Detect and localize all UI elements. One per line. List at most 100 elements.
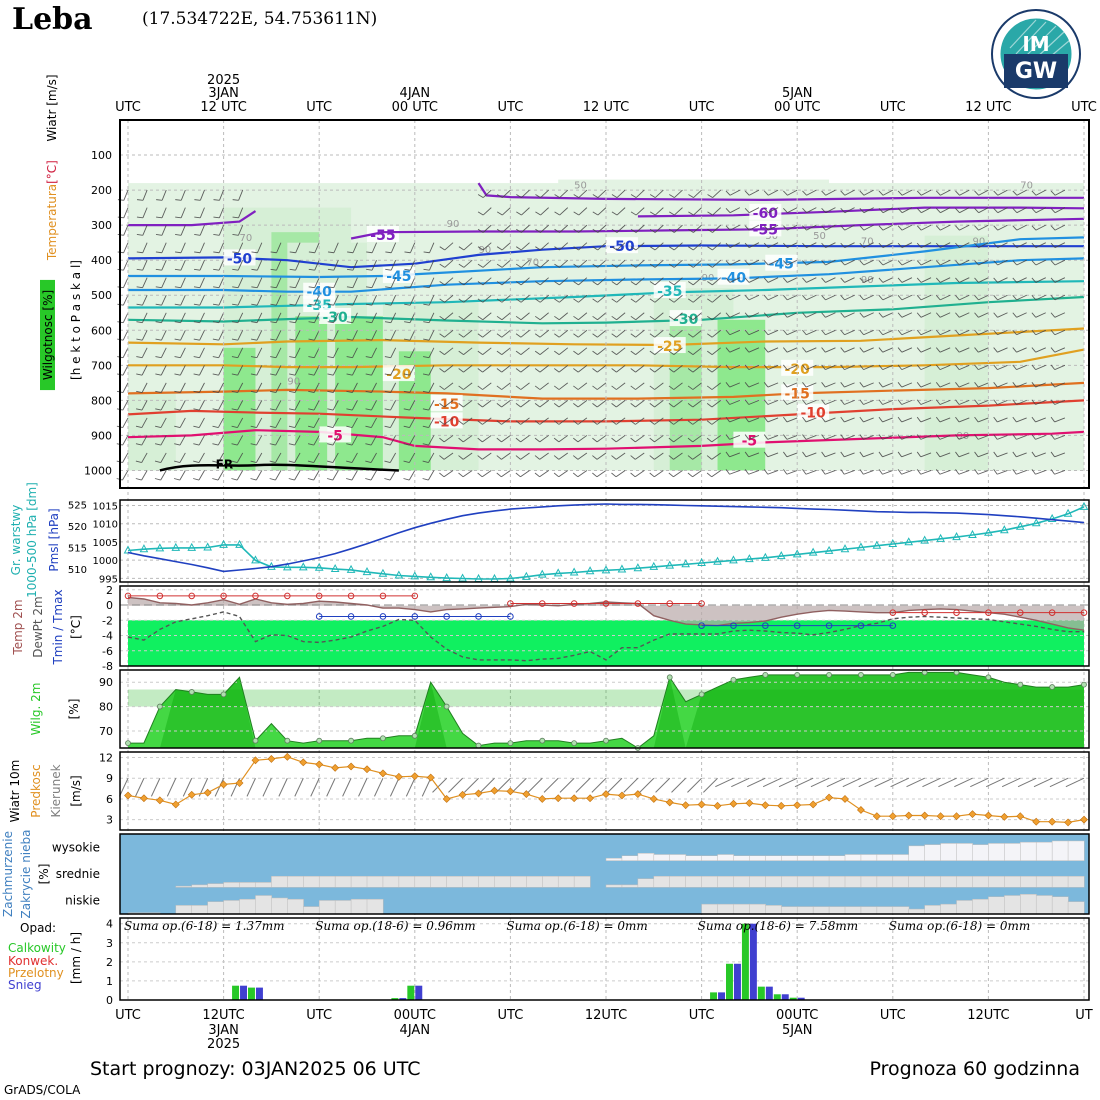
wind-barb-staff — [559, 224, 569, 233]
wind-barb-flag — [782, 295, 788, 301]
wind-barb-staff — [786, 399, 798, 405]
humidity-contour-label: 70 — [1020, 180, 1033, 191]
cloud-bar — [446, 875, 464, 888]
wind-barb-flag — [878, 190, 884, 196]
wind-barb-flag — [136, 356, 143, 359]
wind-barb-staff — [390, 242, 397, 253]
wind-barb-staff — [371, 277, 377, 288]
wind-barb-staff — [462, 470, 473, 478]
wind-barb-staff — [748, 382, 760, 388]
wind-barb-staff — [122, 435, 129, 446]
wind-barbs — [116, 189, 1066, 481]
wind-barb-flag — [974, 329, 979, 336]
panel-frame — [119, 833, 1090, 915]
wind-barb-staff — [901, 294, 913, 301]
wind-barb-staff — [616, 259, 626, 268]
wind-barb-flag — [346, 425, 353, 429]
wind-barb-staff — [692, 329, 702, 338]
wind-barb-flag — [916, 208, 922, 214]
wind-barb-staff — [160, 347, 167, 358]
wind-barb-flag — [859, 347, 864, 353]
wind-barb-staff — [940, 294, 951, 301]
wind-barb-staff — [295, 277, 301, 288]
wind-barb-staff — [141, 312, 148, 323]
wind-barb-staff — [844, 259, 855, 266]
wind-barb-flag — [327, 443, 334, 446]
cloud-bar — [526, 875, 543, 888]
wind-barb-flag — [802, 260, 807, 266]
wind-barb-flag — [1050, 469, 1055, 475]
wind-barb-flag — [706, 472, 712, 478]
cloud-bar — [765, 905, 782, 915]
wind-barb-staff — [673, 329, 683, 338]
wind-barb-flag — [744, 347, 750, 353]
wind-barb-flag — [534, 437, 541, 443]
wind-barb-flag — [346, 356, 353, 359]
wind-barb-flag — [783, 190, 788, 196]
precip-snow-bar — [797, 997, 805, 1000]
wind-barb-flag — [422, 443, 429, 446]
tminmax-point — [379, 592, 387, 600]
wind-barb-staff — [237, 330, 244, 341]
wind-barb-flag — [155, 286, 162, 289]
wind-barb-flag — [955, 208, 960, 214]
wind-barb-staff — [141, 400, 148, 411]
wind-barb-flag — [821, 277, 826, 283]
wind-barb-staff — [844, 364, 855, 371]
wind-barb-flag — [365, 478, 372, 481]
cloud-bar — [271, 897, 288, 915]
wind-barb-staff — [616, 294, 626, 303]
wind-speed-point — [618, 791, 626, 800]
wind-barb-staff — [920, 364, 932, 371]
wind-barb-flag — [840, 399, 845, 405]
isotherm-line — [127, 295, 1085, 325]
wind-barb-flag — [308, 251, 315, 254]
wind-barb-staff — [616, 400, 626, 408]
wind-barb-flag — [974, 295, 979, 301]
wind-barb-staff — [978, 329, 989, 336]
wind-barb-staff — [352, 242, 358, 253]
wind-barb-staff — [198, 435, 205, 446]
wind-barb-flag — [346, 478, 353, 481]
cloud-bar — [271, 875, 288, 888]
wind-barb-flag — [935, 329, 941, 336]
wind-barb-flag — [366, 286, 373, 289]
wind-barb-staff — [463, 417, 473, 425]
wind-barb-flag — [289, 338, 296, 341]
wind-barb-staff — [520, 417, 530, 425]
wind-barb-flag — [496, 402, 502, 408]
cloud-bar — [844, 854, 862, 861]
wind-barb-flag — [534, 368, 541, 373]
wind-barb-flag — [725, 190, 731, 196]
wind10-barb — [591, 777, 607, 793]
wind-barb-flag — [308, 338, 315, 341]
wind-barb-staff — [161, 277, 167, 288]
wind-barb-flag — [1031, 364, 1036, 370]
wind-barb-staff — [428, 400, 435, 411]
wind-barb-flag — [611, 368, 617, 373]
wind-barb-staff — [844, 207, 855, 214]
cloud-bar — [717, 875, 735, 888]
precip-total-label: Suma op.(6-18) = 0mm — [889, 919, 1030, 933]
wind-barb-flag — [782, 416, 788, 423]
wind-barb-staff — [978, 224, 989, 231]
wind-barb-staff — [844, 329, 855, 336]
wind-barb-flag — [802, 277, 807, 283]
wind-barb-flag — [384, 460, 391, 463]
wind-barb-flag — [935, 277, 941, 283]
wind-barb-staff — [540, 224, 549, 233]
cloud-bar — [287, 875, 304, 888]
wind10-barb — [405, 778, 416, 797]
wind-barb-flag — [592, 437, 598, 443]
wind-barb-staff — [786, 364, 798, 371]
wind-barb-staff — [217, 417, 224, 428]
wind-barb-flag — [365, 303, 372, 306]
wind10-barb — [278, 778, 288, 797]
wind-barb-flag — [174, 321, 181, 324]
wind-barb-flag — [385, 303, 392, 306]
wind-barb-staff — [409, 382, 416, 393]
wind-barb-flag — [232, 268, 239, 271]
thickness-point — [713, 556, 722, 565]
wind-barb-flag — [439, 315, 445, 321]
wind-barb-flag — [423, 338, 430, 341]
